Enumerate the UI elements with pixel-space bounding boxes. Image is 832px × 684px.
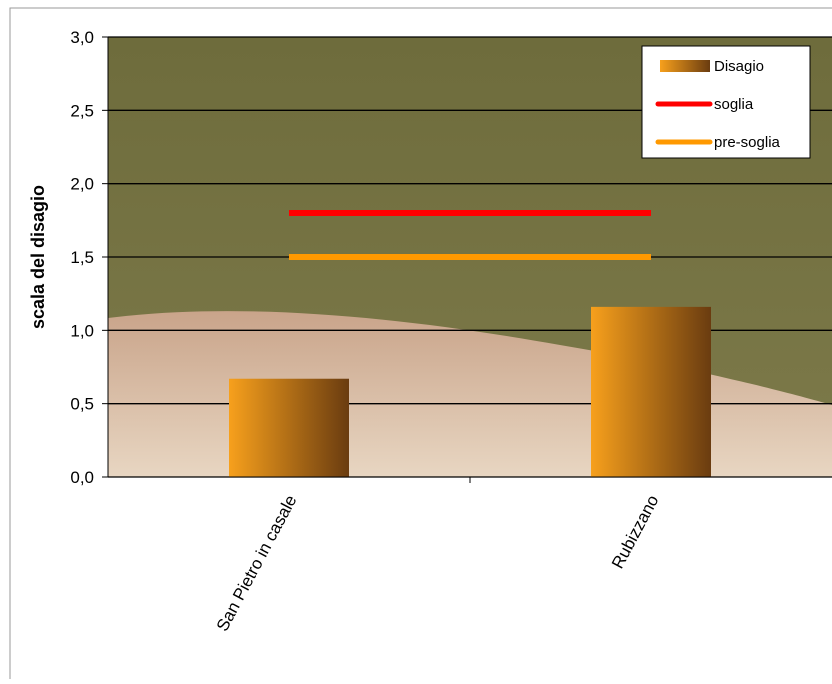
y-tick-label: 1,5 (70, 248, 94, 267)
bar (229, 378, 349, 477)
legend-label: soglia (714, 96, 754, 113)
legend-label: Disagio (714, 58, 764, 75)
bar (591, 306, 711, 477)
y-tick-label: 0,0 (70, 468, 94, 487)
y-tick-label: 2,0 (70, 175, 94, 194)
y-tick-label: 0,5 (70, 395, 94, 414)
y-axis-label: scala del disagio (28, 185, 48, 329)
x-tick-label: San Pietro in casale (213, 492, 301, 634)
legend-label: pre-soglia (714, 134, 781, 151)
y-tick-label: 1,0 (70, 321, 94, 340)
y-tick-label: 2,5 (70, 101, 94, 120)
legend-swatch (660, 60, 710, 72)
y-tick-label: 3,0 (70, 28, 94, 47)
frame (9, 7, 832, 684)
x-tick-label: Rubizzano (608, 492, 662, 572)
